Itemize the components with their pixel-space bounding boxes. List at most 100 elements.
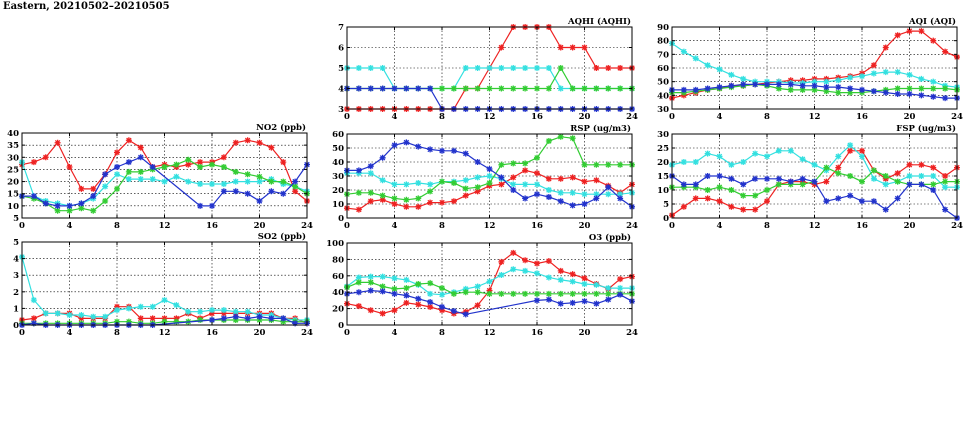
data-point [232,178,239,185]
data-point [125,318,132,325]
data-point [161,318,168,325]
data-point [847,85,854,92]
y-tick-label: 15 [657,172,669,182]
data-point [847,147,854,154]
data-point [740,192,747,199]
data-point [379,192,386,199]
data-point [54,207,61,214]
data-point [415,295,422,302]
data-point [185,308,192,315]
data-point [367,65,374,71]
data-point [906,28,913,35]
data-point [355,167,362,174]
data-point [787,178,794,185]
x-tick-label: 24 [951,221,963,231]
y-tick-label: 5 [338,64,344,74]
data-point [534,290,540,297]
data-point [740,206,747,213]
x-tick-label: 20 [579,221,591,231]
data-point [510,65,517,71]
data-point [268,312,275,319]
data-point [557,65,564,71]
data-point [355,274,362,281]
data-point [906,90,913,97]
x-tick-label: 12 [484,221,496,231]
data-point [835,89,842,96]
data-point [605,191,612,198]
data-point [942,85,949,92]
data-point [220,310,227,317]
data-point [728,71,735,78]
chart-rsp: 0 4 8 12 16 20 24 0 10 20 30 40 50 60 RSP (ug/m3) [332,123,638,231]
data-point [197,317,204,324]
data-point [161,164,168,170]
data-point [114,303,120,310]
data-point [617,285,624,292]
data-point [557,276,564,283]
data-point [581,44,588,51]
y-tick-label: 25 [7,165,19,175]
x-tick-label: 8 [439,328,445,338]
data-point [391,285,398,292]
data-point [605,161,612,168]
data-point [149,176,156,183]
data-point [847,89,854,96]
data-point [232,313,239,320]
data-point [439,307,445,314]
data-point [704,187,711,193]
data-point [379,154,386,161]
data-point [498,44,505,51]
data-point [173,302,180,309]
data-point [42,154,49,161]
data-point [534,170,540,177]
data-point [728,161,735,168]
x-tick-label: 16 [206,328,218,338]
data-point [474,65,481,71]
data-point [498,174,505,181]
data-point [379,288,386,295]
data-point [280,318,287,325]
data-point [403,85,410,92]
data-point [569,135,576,142]
data-point [379,310,386,317]
data-point [232,317,239,324]
data-point [680,203,687,210]
data-point [581,178,588,185]
data-point [114,318,120,325]
data-point [728,203,735,210]
data-point [462,289,469,296]
data-point [232,308,239,315]
y-tick-label: 50 [332,144,344,154]
data-point [716,66,723,73]
data-point [391,275,398,282]
x-tick-label: 12 [484,328,496,338]
data-point [534,297,540,304]
data-point [569,202,576,209]
data-point [510,160,517,167]
data-point [498,161,505,168]
data-point [930,85,937,92]
data-point [716,198,723,205]
data-point [173,161,180,168]
y-tick-label: 2 [13,288,19,298]
data-point [692,195,699,202]
data-point [78,312,85,319]
data-point [220,154,227,161]
series-cyan [669,40,960,91]
data-point [439,199,445,206]
data-point [581,85,588,92]
page-title: Eastern, 20210502–20210505 [3,1,170,12]
data-point [906,161,913,168]
data-point [415,203,422,210]
data-point [102,171,109,178]
data-point [486,166,493,172]
data-point [498,85,505,92]
data-point [78,200,85,207]
data-point [942,206,949,213]
data-point [462,192,469,199]
data-point [474,302,481,309]
data-point [232,139,239,146]
data-point [545,274,552,281]
data-point [367,279,374,286]
y-tick-label: 40 [332,158,344,168]
